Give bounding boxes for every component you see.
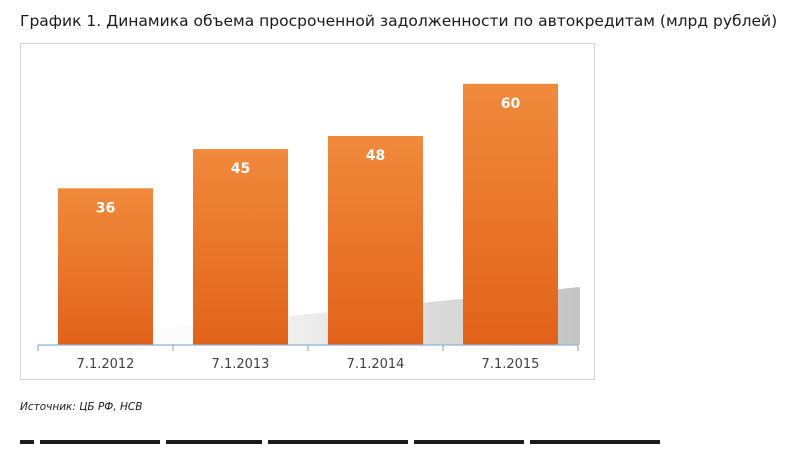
truncated-body-text: [20, 434, 670, 454]
bar-value-label: 36: [96, 200, 115, 216]
bars-group: 36 45 48 60: [58, 83, 558, 345]
bar-value-label: 48: [366, 148, 385, 164]
bar-7.1.2014: [328, 136, 423, 345]
bar-value-label: 45: [231, 161, 250, 177]
x-tick-label: 7.1.2015: [482, 357, 540, 372]
x-tick-label: 7.1.2014: [347, 357, 405, 372]
chart-area: 36 45 48 60 7.1.2012 7.1.2013 7.1.2014 7.1.201…: [20, 43, 595, 380]
bar-7.1.2013: [193, 149, 288, 345]
bar-7.1.2012: [58, 188, 153, 345]
x-tick-label: 7.1.2012: [77, 357, 135, 372]
source-note: Источник: ЦБ РФ, НСВ: [20, 401, 143, 413]
x-axis: 7.1.2012 7.1.2013 7.1.2014 7.1.2015: [37, 344, 579, 372]
bar-7.1.2015: [463, 83, 558, 345]
x-tick-label: 7.1.2013: [212, 357, 270, 372]
bar-value-label: 60: [501, 96, 521, 112]
chart-heading: График 1. Динамика объема просроченной з…: [20, 12, 778, 30]
